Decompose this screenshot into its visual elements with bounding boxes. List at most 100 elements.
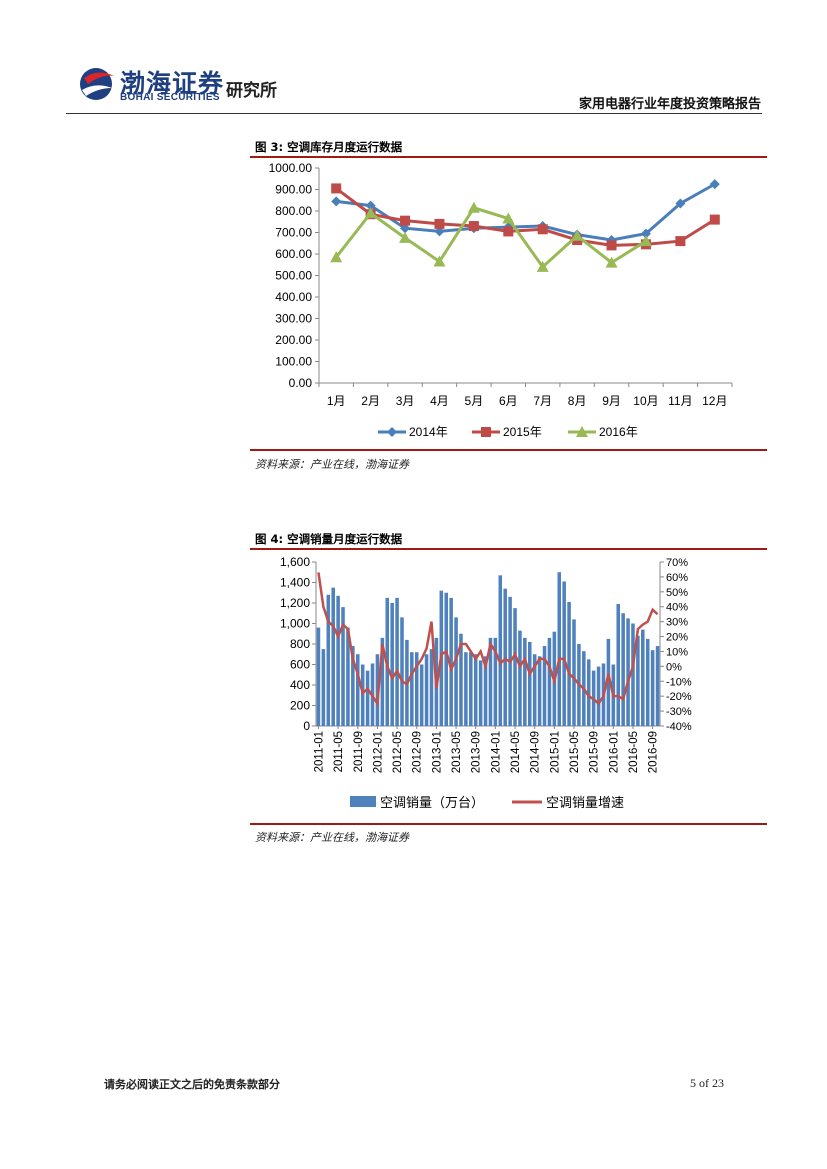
sales-bar	[523, 637, 527, 726]
x-tick-label: 4月	[430, 394, 449, 408]
sales-bar	[488, 637, 493, 726]
y-tick-label: 1000.00	[269, 161, 313, 175]
sales-bar	[537, 656, 542, 726]
data-point	[606, 240, 617, 251]
x-tick-label: 2012-05	[392, 731, 404, 773]
sales-bar	[400, 617, 404, 726]
sales-bar	[414, 652, 419, 726]
data-point	[709, 179, 720, 190]
legend-swatch-bar	[350, 796, 376, 807]
right-tick-label: -20%	[666, 691, 692, 703]
data-point	[400, 223, 411, 234]
x-tick-label: 2014-09	[530, 731, 542, 773]
data-point	[330, 251, 343, 263]
x-tick-label: 9月	[602, 394, 621, 408]
y-tick-label: 700.00	[275, 226, 312, 240]
legend-label: 2014年	[409, 425, 448, 439]
series-line-2015年	[335, 187, 716, 247]
y-tick-label: 100.00	[275, 355, 312, 369]
left-tick-label: 600	[290, 658, 310, 672]
sales-bar	[429, 649, 434, 726]
data-point	[399, 231, 412, 243]
x-tick-label: 2011-09	[353, 731, 365, 772]
sales-bar	[410, 652, 414, 726]
right-tick-label: 30%	[666, 617, 688, 629]
sales-bar	[542, 646, 547, 726]
right-tick-label: -40%	[666, 721, 692, 733]
left-tick-label: 1,200	[280, 596, 310, 610]
sales-bar	[464, 652, 468, 726]
right-tick-label: -10%	[666, 676, 692, 688]
legend-label: 2016年	[599, 425, 638, 439]
sales-bar	[419, 664, 424, 726]
sales-bar	[498, 575, 503, 726]
sales-bar	[390, 603, 394, 726]
sales-bar	[513, 608, 517, 726]
data-point	[502, 212, 515, 224]
inventory-line-chart: 0.00 100.00 200.00 300.00 400.00 500.00 600.00…	[269, 161, 733, 439]
sales-bar	[567, 601, 571, 726]
x-tick-label: 2011-05	[333, 731, 345, 772]
data-point	[364, 207, 377, 219]
institute-name: 研究所	[226, 81, 277, 101]
sales-bar	[395, 597, 399, 726]
legend-marker	[481, 427, 491, 437]
x-tick-label: 2013-05	[451, 731, 463, 773]
data-point	[709, 214, 720, 225]
sales-bar	[321, 649, 326, 726]
sales-bar	[616, 604, 620, 726]
x-tick-label: 2015-09	[589, 731, 601, 773]
x-tick-label: 2014-05	[510, 731, 522, 773]
sales-bar	[316, 627, 321, 726]
sales-bar	[341, 607, 345, 726]
sales-bar	[380, 637, 385, 726]
x-tick-label: 2014-01	[490, 731, 502, 773]
figure4-bottom-rule	[250, 823, 767, 825]
x-tick-label: 2016-01	[608, 731, 620, 773]
legend-marker	[576, 426, 588, 437]
sales-bar	[596, 666, 601, 726]
sales-bar	[424, 654, 429, 726]
page-number: 5 of 23	[690, 1076, 724, 1090]
report-title: 家用电器行业年度投资策略报告	[578, 97, 761, 112]
left-tick-label: 800	[290, 637, 310, 651]
y-tick-label: 500.00	[275, 269, 312, 283]
data-point	[639, 235, 652, 247]
sales-bar	[365, 670, 370, 726]
legend-label: 2015年	[503, 425, 542, 439]
figure3-source: 资料来源：产业在线，渤海证券	[255, 458, 409, 471]
sales-bar	[532, 654, 537, 726]
right-tick-label: 20%	[666, 632, 688, 644]
x-tick-label: 2011-01	[313, 731, 325, 772]
sales-bar	[346, 627, 350, 726]
sales-bar	[631, 623, 635, 726]
x-tick-label: 1月	[327, 394, 346, 408]
sales-bar	[473, 654, 478, 726]
data-point	[365, 200, 376, 211]
series-line-2016年	[335, 206, 647, 270]
left-tick-label: 0	[303, 719, 310, 733]
legend-label: 空调销量（万台）	[380, 795, 484, 810]
data-point	[434, 218, 445, 229]
sales-bar	[645, 638, 650, 726]
y-tick-label: 400.00	[275, 290, 312, 304]
x-tick-label: 2012-09	[412, 731, 424, 773]
header-divider	[66, 113, 762, 114]
sales-bar	[351, 646, 355, 726]
y-tick-label: 300.00	[275, 312, 312, 326]
sales-bar	[454, 617, 458, 726]
left-tick-label: 1,400	[280, 576, 310, 590]
sales-bar	[336, 595, 340, 726]
data-point	[675, 198, 686, 209]
figure4-title: 图 4: 空调销量月度运行数据	[255, 532, 403, 546]
x-tick-label: 2016-09	[648, 731, 660, 773]
right-tick-label: 50%	[666, 587, 688, 599]
data-point	[640, 228, 651, 239]
series-line-2014年	[336, 182, 716, 242]
figure3-bottom-rule	[250, 449, 767, 451]
data-point	[503, 226, 514, 237]
sales-bar	[331, 587, 335, 726]
data-point	[537, 224, 548, 235]
sales-bar-line-chart: 0 200 400 600 800 1,000 1,200 1,400 1,600 -40% -30…	[280, 555, 692, 810]
sales-bar	[503, 588, 507, 726]
